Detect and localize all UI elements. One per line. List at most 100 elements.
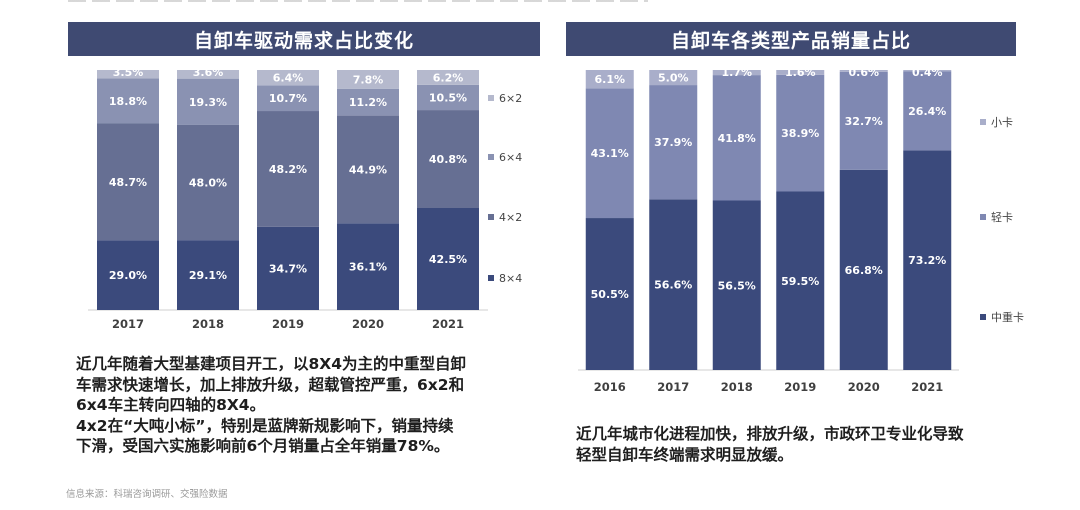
bar-segment — [337, 223, 399, 310]
data-label: 29.0% — [109, 269, 147, 282]
bar-segment — [337, 115, 399, 224]
chart-right-title: 自卸车各类型产品销量占比 — [566, 22, 1016, 56]
legend-label: 6×4 — [499, 151, 522, 164]
data-label: 18.8% — [109, 95, 147, 108]
x-tick-label: 2020 — [848, 380, 880, 394]
top-cropped-text — [68, 0, 648, 2]
legend-label: 6×2 — [499, 92, 522, 105]
data-label: 19.3% — [189, 96, 227, 109]
bar-segment — [337, 70, 399, 89]
legend-swatch — [488, 154, 494, 160]
bar-segment — [417, 84, 479, 111]
caption-left-line: 4x2在“大吨小标”，特别是蓝牌新规影响下，销量持续 — [76, 416, 454, 435]
data-label: 48.2% — [269, 163, 307, 176]
x-tick-label: 2018 — [721, 380, 753, 394]
data-label: 3.5% — [113, 66, 144, 79]
data-label: 44.9% — [349, 163, 387, 176]
caption-right-line: 近几年城市化进程加快，排放升级，市政环卫专业化导致 — [576, 425, 964, 443]
bar-segment — [417, 208, 479, 310]
bar-segment — [903, 70, 952, 72]
bar-segment — [97, 123, 159, 241]
bar-segment — [177, 240, 239, 310]
caption-left-line: 近几年随着大型基建项目开工，以8X4为主的中重型自卸 — [76, 355, 467, 373]
data-label: 26.4% — [908, 105, 946, 118]
legend-swatch — [488, 275, 494, 281]
bar-segment — [776, 70, 825, 75]
data-label: 1.7% — [721, 66, 752, 79]
data-label: 10.5% — [429, 91, 467, 104]
data-label: 43.1% — [591, 147, 629, 160]
data-label: 50.5% — [591, 288, 629, 301]
bar-segment — [417, 110, 479, 208]
data-label: 38.9% — [781, 127, 819, 140]
bar-segment — [839, 71, 888, 170]
bar-segment — [97, 70, 159, 79]
bar-segment — [257, 226, 319, 310]
caption-right-line: 轻型自卸车终端需求明显放缓。 — [576, 445, 794, 464]
data-label: 1.6% — [785, 66, 816, 79]
bar-segment — [97, 240, 159, 310]
x-tick-label: 2020 — [352, 317, 384, 331]
data-label: 29.1% — [189, 269, 227, 282]
legend-label: 中重卡 — [991, 310, 1024, 324]
data-label: 0.4% — [912, 66, 943, 79]
bar-segment — [257, 85, 319, 112]
data-label: 10.7% — [269, 92, 307, 105]
data-label: 5.0% — [658, 72, 689, 85]
x-tick-label: 2019 — [784, 380, 816, 394]
bar-segment — [776, 74, 825, 192]
x-tick-label: 2021 — [432, 317, 464, 331]
bar-segment — [97, 78, 159, 124]
bar-segment — [712, 200, 761, 370]
bar-segment — [776, 191, 825, 370]
bar-segment — [177, 124, 239, 241]
caption-left-line: 下滑，受国六实施影响前6个月销量占全年销量78%。 — [76, 437, 450, 455]
data-label: 42.5% — [429, 253, 467, 266]
bar-segment — [712, 75, 761, 201]
bar-segment — [177, 70, 239, 79]
data-label: 56.5% — [718, 279, 756, 292]
x-tick-label: 2017 — [112, 317, 144, 331]
legend-swatch — [488, 95, 494, 101]
data-label: 40.8% — [429, 153, 467, 166]
legend-label: 4×2 — [499, 211, 522, 224]
bar-segment — [839, 70, 888, 72]
x-tick-label: 2019 — [272, 317, 304, 331]
bar-segment — [257, 111, 319, 227]
data-label: 56.6% — [654, 279, 692, 292]
legend-label: 小卡 — [991, 116, 1013, 129]
data-label: 6.2% — [433, 71, 464, 84]
data-label: 34.7% — [269, 262, 307, 275]
bar-segment — [649, 199, 698, 370]
bar-segment — [712, 70, 761, 76]
legend-label: 轻卡 — [991, 210, 1013, 224]
x-tick-label: 2016 — [594, 380, 626, 394]
bar-segment — [903, 71, 952, 151]
bar-segment — [903, 150, 952, 370]
caption-right: 近几年城市化进程加快，排放升级，市政环卫专业化导致 轻型自卸车终端需求明显放缓。 — [576, 424, 1036, 465]
x-tick-label: 2018 — [192, 317, 224, 331]
data-label: 7.8% — [353, 73, 384, 86]
caption-left: 近几年随着大型基建项目开工，以8X4为主的中重型自卸 车需求快速增长，加上排放升… — [76, 354, 546, 457]
data-label: 48.7% — [109, 176, 147, 189]
bar-segment — [177, 78, 239, 125]
bar-segment — [417, 70, 479, 85]
legend-swatch — [980, 214, 986, 220]
legend-swatch — [488, 214, 494, 220]
bar-segment — [649, 70, 698, 86]
x-tick-label: 2021 — [911, 380, 943, 394]
bar-segment — [585, 218, 634, 370]
bar-segment — [257, 70, 319, 86]
data-label: 37.9% — [654, 136, 692, 149]
legend-label: 8×4 — [499, 272, 522, 285]
data-label: 73.2% — [908, 254, 946, 267]
data-label: 59.5% — [781, 275, 819, 288]
data-label: 6.4% — [273, 72, 304, 85]
legend-swatch — [980, 119, 986, 125]
data-label: 36.1% — [349, 261, 387, 274]
legend-swatch — [980, 314, 986, 320]
data-label: 32.7% — [845, 115, 883, 128]
bar-segment — [649, 85, 698, 200]
data-label: 66.8% — [845, 264, 883, 277]
